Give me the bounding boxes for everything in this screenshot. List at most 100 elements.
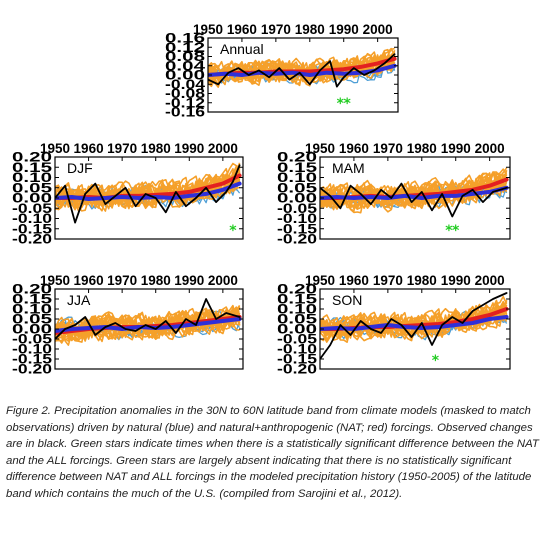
x-tick-label: 1970 bbox=[261, 22, 291, 37]
y-tick-label: -0.15 bbox=[12, 352, 53, 367]
y-tick-label: -0.20 bbox=[277, 362, 317, 377]
x-tick-label: 1990 bbox=[441, 141, 471, 156]
y-tick-label: -0.20 bbox=[277, 232, 317, 247]
chart-annual: * * 0.16 0.12 0.08 0.04 0.00 -0.04 -0.08 -0.12 -0.… bbox=[160, 16, 406, 120]
y-tick-label: 0.15 bbox=[12, 160, 53, 175]
y-tick-label: -0.10 bbox=[12, 211, 52, 226]
y-tick-label: 0.05 bbox=[12, 312, 53, 327]
natural-mean-line bbox=[55, 317, 242, 333]
y-tick-label: 0.08 bbox=[165, 49, 206, 64]
season-label: DJF bbox=[67, 160, 93, 176]
observed-line bbox=[320, 182, 508, 218]
y-tick-label: 0.15 bbox=[277, 292, 318, 307]
chart-svg: * * 0.200.150.100.050.00-0.05-0.10-0.15-0.… bbox=[277, 141, 511, 247]
y-tick-label: 0.20 bbox=[277, 150, 317, 165]
y-tick-label: -0.10 bbox=[277, 342, 317, 357]
model-run-line bbox=[55, 166, 241, 212]
y-tick-label: -0.05 bbox=[277, 332, 318, 347]
x-tick-label: 1990 bbox=[441, 273, 471, 288]
x-tick-label: 1960 bbox=[339, 141, 369, 156]
x-tick-label: 1980 bbox=[295, 22, 325, 37]
chart-svg: * 0.200.150.100.050.00-0.05-0.10-0.15-0.2… bbox=[12, 141, 244, 247]
y-tick-label: -0.05 bbox=[12, 201, 53, 216]
y-tick-label: 0.12 bbox=[165, 40, 205, 55]
x-tick-label: 1960 bbox=[74, 141, 104, 156]
y-tick-label: 0.00 bbox=[277, 322, 317, 337]
x-tick-label: 1970 bbox=[107, 273, 137, 288]
x-tick-label: 2000 bbox=[363, 22, 393, 37]
model-run-line bbox=[55, 307, 240, 343]
plot-area: 0.200.150.100.050.00-0.05-0.10-0.15-0.20… bbox=[12, 273, 244, 377]
x-tick-label: 1950 bbox=[40, 273, 70, 288]
y-tick-label: -0.10 bbox=[277, 211, 317, 226]
natural-mean-line bbox=[320, 315, 509, 331]
plot-area: * * 0.160.120.080.040.00-0.04-0.08-0.12-0.… bbox=[165, 22, 399, 120]
model-run-line bbox=[55, 310, 241, 339]
season-label: JJA bbox=[67, 292, 91, 308]
season-label: Annual bbox=[220, 41, 264, 57]
plot-area: * 0.200.150.100.050.00-0.05-0.10-0.15-0.2… bbox=[12, 141, 244, 247]
observed-line bbox=[55, 164, 241, 224]
x-tick-label: 1970 bbox=[373, 273, 403, 288]
plot-lines bbox=[208, 47, 397, 88]
y-tick-label: -0.08 bbox=[165, 86, 206, 101]
y-tick-label: 0.00 bbox=[12, 322, 52, 337]
y-tick-label: 0.00 bbox=[12, 191, 52, 206]
x-tick-label: 2000 bbox=[475, 273, 505, 288]
y-tick-label: 0.00 bbox=[165, 68, 205, 83]
x-tick-label: 1950 bbox=[193, 22, 223, 37]
x-tick-label: 2000 bbox=[208, 273, 238, 288]
y-tick-label: -0.05 bbox=[12, 332, 53, 347]
significance-star: * bbox=[343, 96, 351, 112]
y-tick-label: 0.05 bbox=[277, 180, 318, 195]
y-tick-label: 0.04 bbox=[165, 58, 206, 73]
significance-star: * bbox=[452, 223, 460, 239]
plot-lines bbox=[320, 292, 509, 360]
x-tick-label: 1950 bbox=[40, 141, 70, 156]
y-tick-label: -0.05 bbox=[277, 201, 318, 216]
chart-djf: * 0.20 0.15 0.10 0.05 0.00 -0.05 -0.10 -0.15 -0.2… bbox=[7, 135, 251, 247]
plot-lines bbox=[55, 298, 242, 346]
y-tick-label: 0.05 bbox=[12, 180, 53, 195]
y-tick-label: -0.15 bbox=[12, 221, 53, 236]
y-tick-label: -0.16 bbox=[165, 105, 206, 120]
x-tick-label: 1960 bbox=[339, 273, 369, 288]
x-tick-label: 1990 bbox=[174, 141, 204, 156]
observed-line bbox=[208, 53, 396, 88]
y-tick-label: 0.16 bbox=[165, 31, 206, 46]
y-tick-label: -0.10 bbox=[12, 342, 52, 357]
x-tick-label: 1980 bbox=[407, 273, 437, 288]
observed-line bbox=[320, 292, 508, 360]
chart-jja: 0.20 0.15 0.10 0.05 0.00 -0.05 -0.10 -0.15 -0.20… bbox=[7, 267, 251, 377]
y-tick-label: -0.04 bbox=[165, 77, 206, 92]
significance-star: * bbox=[445, 223, 453, 239]
y-tick-label: -0.15 bbox=[277, 352, 318, 367]
y-tick-label: -0.12 bbox=[165, 95, 205, 110]
x-tick-label: 1970 bbox=[107, 141, 137, 156]
y-tick-label: -0.15 bbox=[277, 221, 318, 236]
x-tick-label: 1980 bbox=[141, 141, 171, 156]
y-tick-label: 0.10 bbox=[12, 302, 52, 317]
observed-line bbox=[55, 298, 241, 340]
x-tick-label: 1990 bbox=[174, 273, 204, 288]
y-tick-label: 0.20 bbox=[277, 282, 317, 297]
y-tick-label: 0.05 bbox=[277, 312, 318, 327]
y-tick-label: -0.20 bbox=[12, 362, 52, 377]
chart-svg: * 0.200.150.100.050.00-0.05-0.10-0.15-0.2… bbox=[277, 273, 511, 377]
y-tick-label: 0.15 bbox=[12, 292, 53, 307]
x-tick-label: 1960 bbox=[74, 273, 104, 288]
x-tick-label: 2000 bbox=[475, 141, 505, 156]
x-tick-label: 1970 bbox=[373, 141, 403, 156]
x-tick-label: 1950 bbox=[305, 141, 335, 156]
figure-caption: Figure 2. Precipitation anomalies in the… bbox=[6, 405, 539, 500]
x-tick-label: 1990 bbox=[329, 22, 359, 37]
significance-star: * bbox=[229, 223, 237, 239]
y-tick-label: 0.20 bbox=[12, 282, 52, 297]
chart-son: * 0.20 0.15 0.10 0.05 0.00 -0.05 -0.10 -0.15 -0.2… bbox=[272, 267, 518, 377]
season-label: SON bbox=[332, 292, 362, 308]
y-tick-label: 0.20 bbox=[12, 150, 52, 165]
x-tick-label: 1950 bbox=[305, 273, 335, 288]
y-tick-label: -0.20 bbox=[12, 232, 52, 247]
significance-star: * bbox=[432, 353, 440, 369]
chart-mam: * * 0.20 0.15 0.10 0.05 0.00 -0.05 -0.10 -0.15 -0.… bbox=[272, 135, 518, 247]
